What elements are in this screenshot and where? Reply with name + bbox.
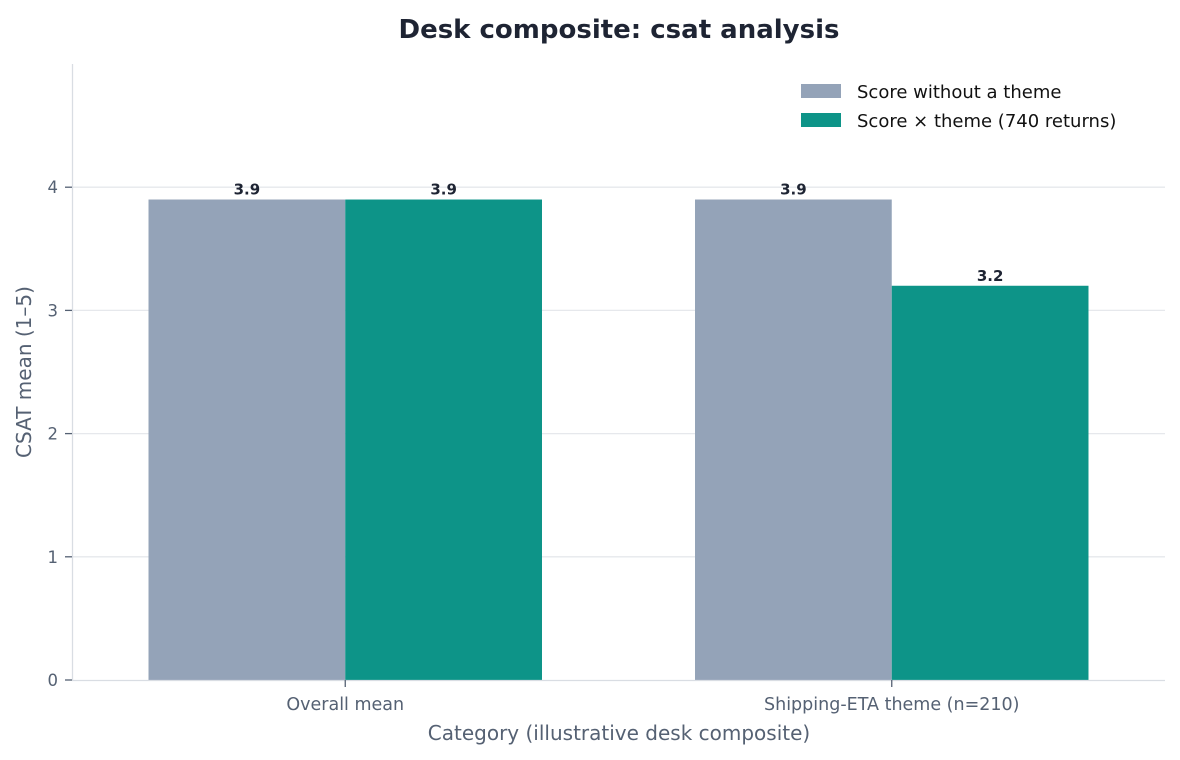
chart-title: Desk composite: csat analysis	[398, 15, 839, 45]
bar-value-label: 3.2	[977, 267, 1004, 285]
bar-value-label: 3.9	[780, 181, 807, 199]
legend-swatch	[801, 84, 841, 98]
bar-value-label: 3.9	[234, 181, 261, 199]
y-tick-label: 4	[48, 178, 59, 197]
x-tick-label: Overall mean	[286, 695, 404, 715]
x-tick-label: Shipping-ETA theme (n=210)	[764, 695, 1020, 715]
y-tick-label: 3	[48, 301, 59, 320]
y-tick-label: 0	[48, 671, 59, 690]
axes	[71, 64, 1165, 682]
y-axis-label: CSAT mean (1–5)	[12, 286, 36, 458]
bars	[148, 199, 1089, 680]
bar-value-label: 3.9	[430, 181, 457, 199]
legend-label: Score without a theme	[857, 82, 1061, 103]
legend-swatch	[801, 113, 841, 127]
bar-without-theme	[695, 199, 892, 680]
bar-with-theme	[345, 199, 542, 680]
legend: Score without a theme Score × theme (740 …	[801, 82, 1116, 132]
x-axis-label: Category (illustrative desk composite)	[428, 721, 810, 745]
y-tick-label: 1	[48, 548, 59, 567]
y-tick-label: 2	[48, 425, 59, 444]
bar-without-theme	[148, 199, 346, 680]
legend-label: Score × theme (740 returns)	[857, 111, 1116, 132]
labels: 0 1 2 3 4 3.9 3.9 Overall mean 3.9 3.2 Shipping-ET…	[48, 178, 1020, 715]
bar-with-theme	[891, 285, 1089, 680]
